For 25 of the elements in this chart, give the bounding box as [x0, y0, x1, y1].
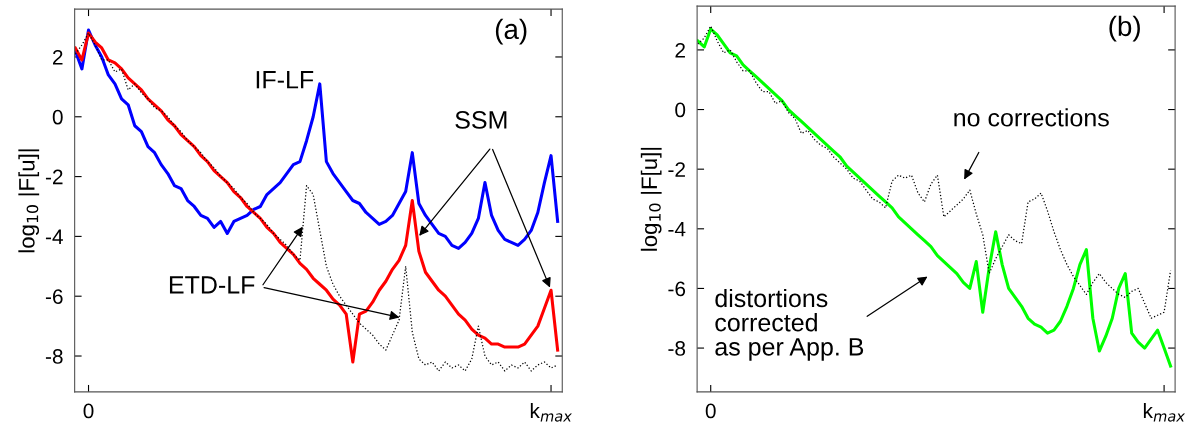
y-tick-label: -8: [45, 349, 63, 364]
y-axis-title: log$_{10}$ |F[u]|: [640, 147, 662, 251]
y-tick-label: 0: [52, 109, 63, 125]
y-axis-title: log$_{10}$ |F[u]|: [18, 149, 40, 253]
annotation: distortions corrected as per App. B: [715, 288, 864, 361]
y-tick-label: -6: [668, 281, 686, 297]
chart-title: (a): [495, 18, 527, 45]
y-tick-label: -2: [668, 162, 685, 177]
y-tick-label: 2: [53, 49, 63, 65]
y-tick-label: -4: [668, 222, 686, 237]
x-tick-label: 0: [705, 403, 716, 419]
annotation: SSM: [455, 111, 507, 129]
y-tick-label: -6: [45, 289, 63, 304]
chart-title: (b): [1109, 15, 1140, 42]
annotation: ETD-LF: [169, 276, 255, 294]
y-tick-label: -4: [45, 229, 63, 244]
annotation: no corrections: [954, 108, 1109, 127]
y-tick-label: 2: [675, 42, 685, 58]
y-tick-label: 0: [675, 102, 686, 118]
x-tick-label: 0: [83, 403, 94, 419]
y-tick-label: -2: [45, 169, 63, 185]
x-tick-label: k$_{max}$: [530, 402, 572, 422]
x-tick-label: k$_{max}$: [1143, 402, 1186, 422]
y-tick-label: -8: [668, 341, 686, 356]
annotation: IF-LF: [256, 71, 314, 89]
